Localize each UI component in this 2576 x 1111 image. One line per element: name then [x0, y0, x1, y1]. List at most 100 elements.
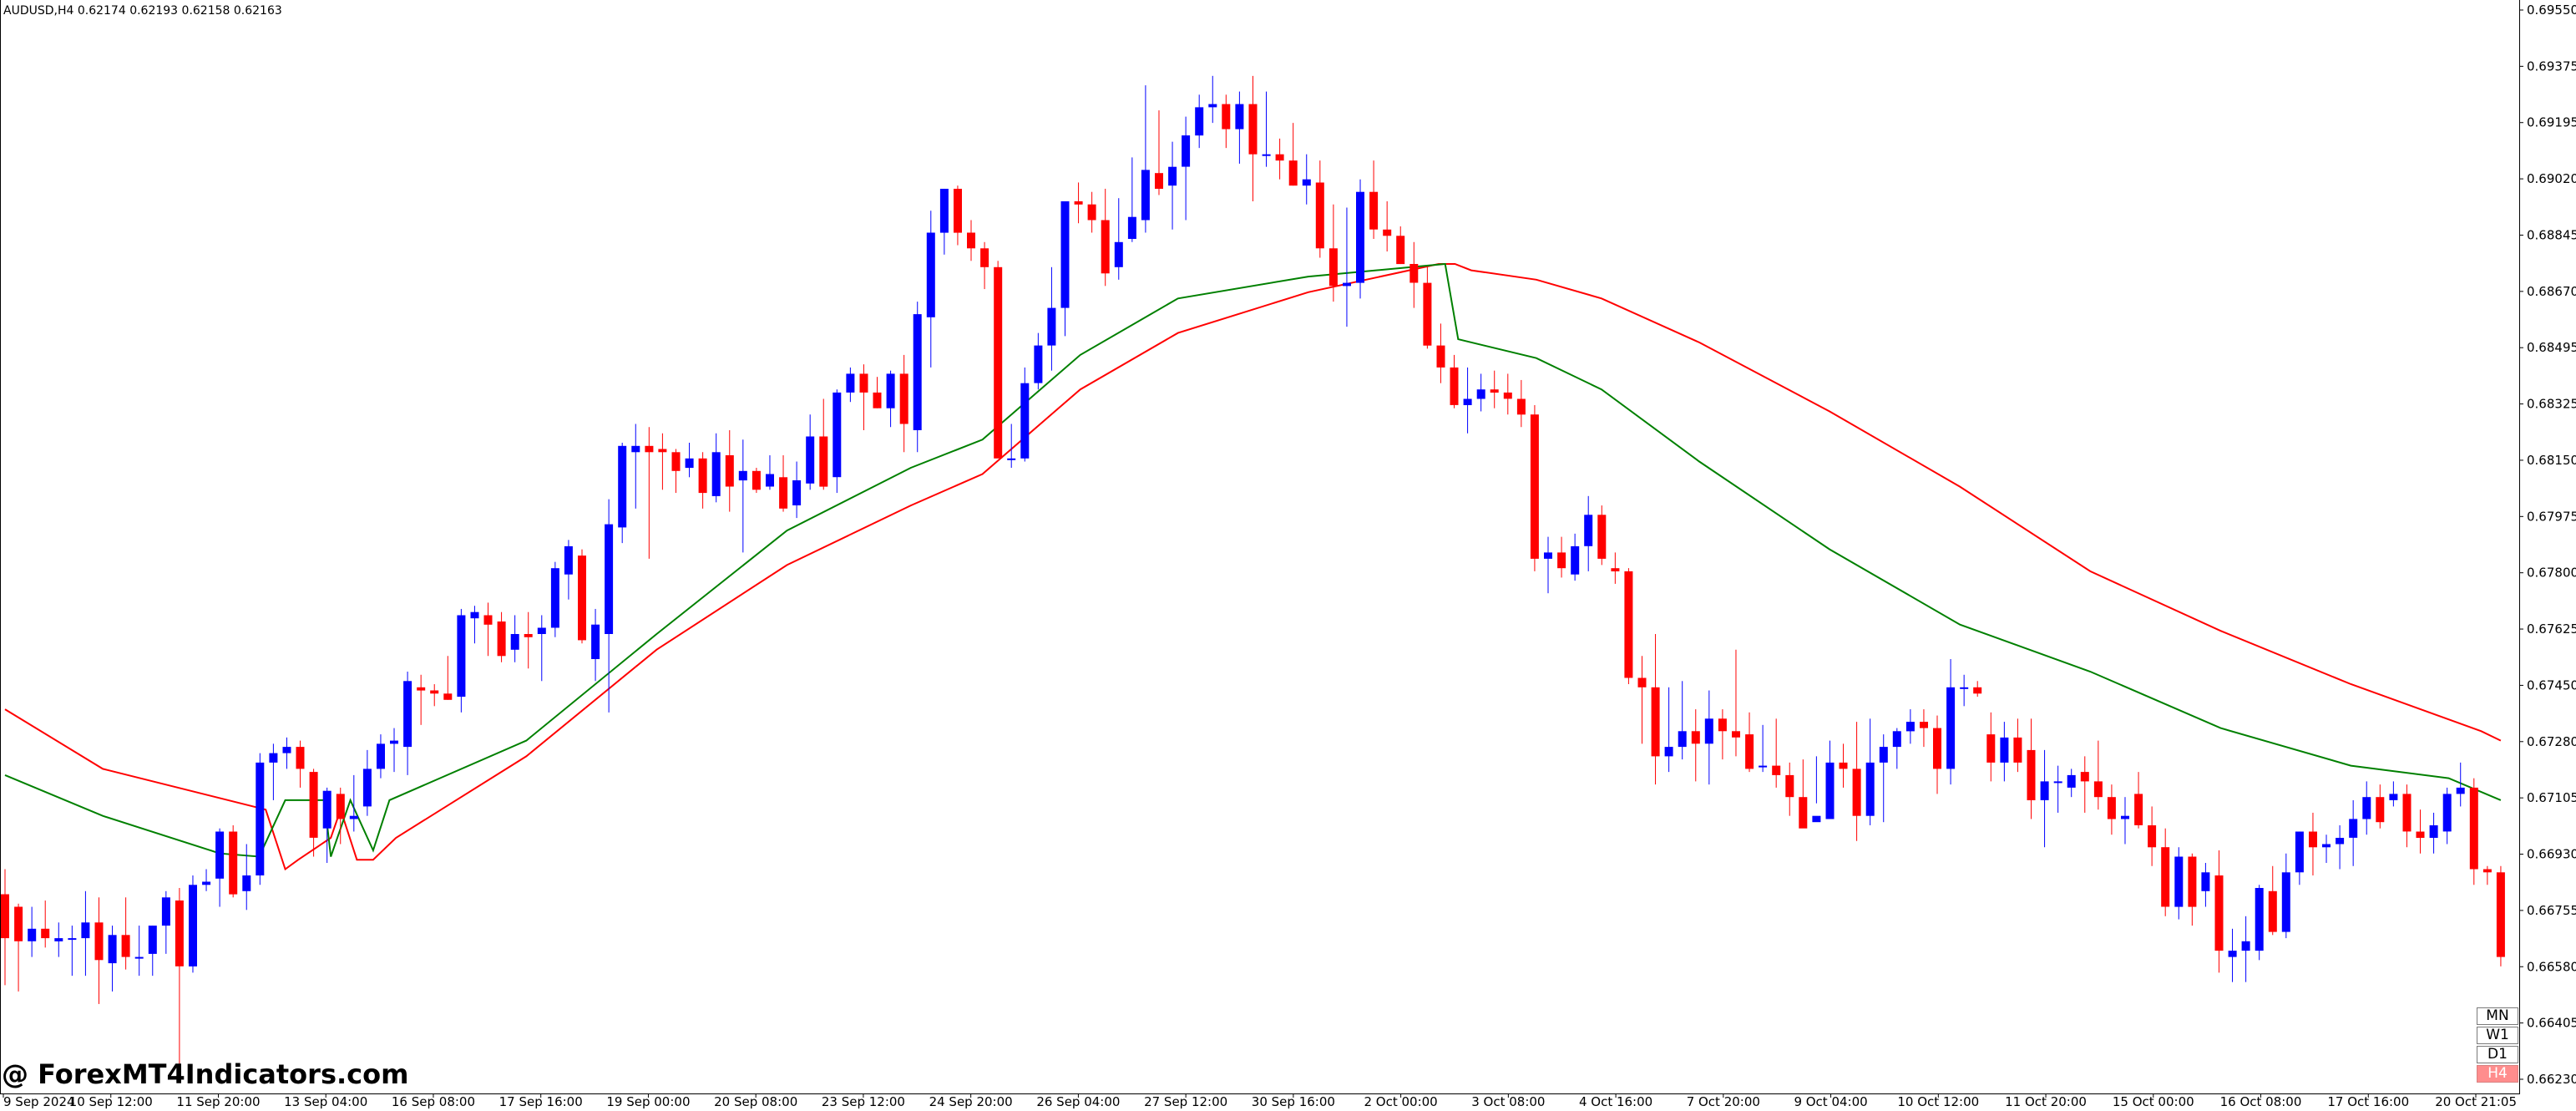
- candle-body: [698, 458, 707, 494]
- candle-body: [2442, 794, 2452, 832]
- timeframe-w1-button[interactable]: W1: [2477, 1027, 2518, 1044]
- candle: [766, 455, 774, 490]
- candle: [1101, 188, 1110, 287]
- candle-body: [134, 956, 144, 959]
- candle: [470, 606, 479, 644]
- candle-body: [2080, 772, 2089, 782]
- timeframe-h4-button[interactable]: H4: [2477, 1065, 2518, 1083]
- price-tick-label: 0.67105: [2527, 790, 2576, 805]
- candle: [81, 890, 90, 977]
- candle: [2107, 784, 2116, 835]
- candle-body: [322, 790, 331, 829]
- candle: [1020, 367, 1030, 462]
- candle-body: [2228, 951, 2237, 957]
- candle-body: [14, 906, 23, 941]
- candle: [1503, 373, 1512, 415]
- candle: [54, 922, 63, 957]
- candle: [41, 900, 50, 948]
- price-tick-label: 0.66755: [2527, 903, 2576, 918]
- candle-body: [1624, 571, 1633, 678]
- candle: [605, 499, 614, 713]
- candle: [2482, 865, 2492, 885]
- candle: [282, 737, 291, 769]
- candle: [1450, 354, 1459, 408]
- candle: [443, 656, 453, 700]
- price-tick-label: 0.67975: [2527, 509, 2576, 524]
- candle: [175, 888, 184, 1073]
- time-tick-label: 9 Sep 2024: [3, 1094, 75, 1109]
- candle: [939, 188, 949, 255]
- candle-body: [1704, 718, 1713, 744]
- timeframe-mn-button[interactable]: MN: [2477, 1007, 2518, 1025]
- candle: [1933, 715, 1941, 794]
- candle: [1946, 659, 1956, 785]
- price-tick-label: 0.68325: [2527, 397, 2576, 412]
- candle-body: [483, 615, 493, 625]
- candle-body: [2389, 794, 2398, 800]
- price-tick-label: 0.69550: [2527, 3, 2576, 18]
- candle: [377, 734, 385, 779]
- candle: [242, 844, 251, 911]
- candle-body: [658, 449, 667, 453]
- candle: [68, 926, 77, 977]
- price-tick-label: 0.67625: [2527, 621, 2576, 637]
- candle-body: [229, 831, 238, 895]
- candle-body: [1530, 414, 1539, 559]
- candle-body: [2214, 875, 2224, 951]
- candle-body: [470, 611, 479, 619]
- time-tick-label: 24 Sep 20:00: [929, 1094, 1013, 1109]
- time-tick-label: 10 Oct 12:00: [1897, 1094, 1979, 1109]
- candle: [833, 389, 842, 494]
- candle-body: [685, 458, 694, 469]
- candle: [2121, 797, 2129, 845]
- candle-body: [939, 189, 949, 233]
- timeframe-d1-button[interactable]: D1: [2477, 1046, 2518, 1063]
- candle: [1852, 722, 1861, 841]
- candle: [1436, 323, 1445, 383]
- candle: [362, 749, 372, 816]
- candle: [1343, 207, 1351, 327]
- candle-body: [2201, 872, 2210, 891]
- candle: [792, 461, 802, 519]
- candle: [497, 611, 506, 662]
- candle: [954, 185, 962, 246]
- price-tick-label: 0.67280: [2527, 734, 2576, 749]
- candle: [2000, 722, 2009, 782]
- candle: [1248, 75, 1258, 201]
- candle-body: [1892, 731, 1901, 748]
- price-tick-label: 0.68150: [2527, 453, 2576, 468]
- candle-body: [779, 477, 788, 509]
- candle-body: [443, 693, 453, 700]
- candle-body: [457, 615, 466, 698]
- candle: [994, 261, 1003, 459]
- price-tick-label: 0.66930: [2527, 847, 2576, 862]
- candle: [1409, 241, 1419, 308]
- candle: [2268, 865, 2277, 936]
- candle: [1557, 536, 1566, 578]
- candle-body: [1356, 191, 1364, 283]
- candle-body: [1557, 552, 1566, 569]
- candle-body: [833, 392, 842, 478]
- candle-body: [1933, 728, 1941, 769]
- candle: [1812, 756, 1821, 823]
- candle-body: [2121, 815, 2129, 819]
- candle-body: [1423, 282, 1432, 346]
- candle: [1302, 154, 1311, 205]
- candle-body: [362, 769, 372, 807]
- candle-body: [967, 232, 975, 249]
- candle-body: [1450, 367, 1459, 405]
- candle: [2013, 718, 2022, 773]
- candle: [430, 684, 439, 707]
- candle: [1986, 712, 1996, 782]
- candle: [1034, 332, 1043, 390]
- price-tick-label: 0.68495: [2527, 340, 2576, 355]
- candle: [645, 427, 654, 559]
- candle: [417, 674, 426, 725]
- candle-body: [846, 373, 855, 393]
- candle-body: [1490, 389, 1499, 393]
- candle-body: [68, 938, 77, 941]
- candle: [269, 743, 278, 800]
- time-tick-label: 11 Oct 20:00: [2005, 1094, 2087, 1109]
- candle-body: [1973, 687, 1982, 694]
